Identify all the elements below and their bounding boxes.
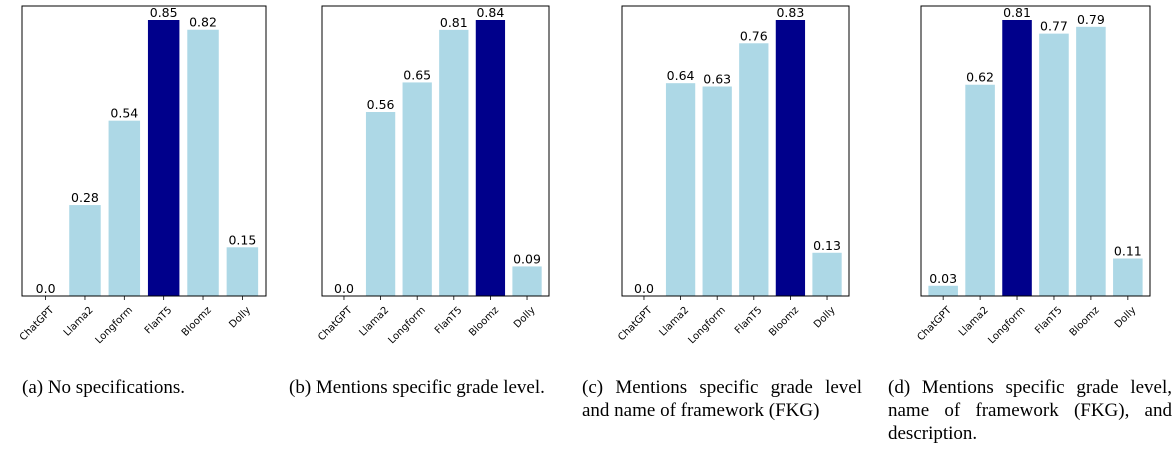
value-label-dolly: 0.11 — [1114, 244, 1142, 259]
bar-bloomz — [775, 20, 806, 296]
value-label-llama2: 0.56 — [367, 97, 395, 112]
bar-llama2 — [665, 83, 696, 297]
x-tick-label-longform: Longform — [686, 305, 727, 346]
caption-d: (d) Mentions specific grade level, name … — [888, 377, 1172, 444]
caption-c: (c) Mentions specific grade level and na… — [582, 377, 862, 421]
x-tick-label-longform: Longform — [386, 305, 427, 346]
x-tick-label-llama2: Llama2 — [62, 305, 96, 339]
bar-dolly — [1113, 258, 1143, 296]
value-label-flant5: 0.85 — [150, 5, 178, 20]
bar-dolly — [812, 252, 842, 296]
chart-c: 0.0 ChatGPT 0.64 Llama2 0.63 Longform 0.76 Flan… — [616, 5, 850, 346]
x-tick-label-bloomz: Bloomz — [767, 305, 801, 339]
bar-longform — [702, 86, 732, 296]
value-label-dolly: 0.13 — [813, 238, 841, 253]
x-tick-label-bloomz: Bloomz — [467, 305, 501, 339]
x-tick-label-flant5: FlanT5 — [733, 305, 764, 336]
value-label-flant5: 0.76 — [740, 28, 768, 43]
x-tick-label-dolly: Dolly — [1113, 305, 1139, 331]
x-tick-label-longform: Longform — [94, 305, 135, 346]
value-label-llama2: 0.28 — [71, 190, 99, 205]
value-label-chatgpt: 0.03 — [929, 271, 957, 286]
plot-frame — [321, 5, 550, 297]
x-tick-label-llama2: Llama2 — [357, 305, 391, 339]
value-label-longform: 0.65 — [403, 67, 431, 82]
x-tick-label-chatgpt: ChatGPT — [915, 304, 954, 343]
value-label-chatgpt: 0.0 — [36, 281, 56, 296]
bar-llama2 — [69, 205, 101, 296]
x-tick-label-chatgpt: ChatGPT — [616, 304, 655, 343]
bar-bloomz — [475, 20, 506, 296]
x-tick-label-bloomz: Bloomz — [1068, 305, 1102, 339]
value-label-flant5: 0.81 — [440, 15, 468, 30]
x-tick-label-bloomz: Bloomz — [180, 305, 214, 339]
bar-flant5 — [739, 43, 769, 296]
caption-b: (b) Mentions specific grade level. — [289, 377, 545, 398]
bar-flant5 — [439, 29, 469, 297]
plot-frame — [21, 5, 267, 297]
value-label-dolly: 0.15 — [228, 232, 256, 247]
bar-dolly — [226, 247, 259, 296]
x-tick-label-llama2: Llama2 — [957, 305, 991, 339]
value-label-bloomz: 0.83 — [776, 5, 804, 20]
plot-frame — [621, 5, 850, 297]
chart-d: 0.03 ChatGPT 0.62 Llama2 0.81 Longform 0.77 Fla… — [915, 5, 1151, 346]
x-tick-label-chatgpt: ChatGPT — [316, 304, 355, 343]
bar-chatgpt — [928, 285, 958, 296]
x-tick-label-longform: Longform — [986, 305, 1027, 346]
value-label-llama2: 0.62 — [966, 70, 994, 85]
value-label-chatgpt: 0.0 — [634, 281, 654, 296]
x-tick-label-flant5: FlanT5 — [143, 305, 174, 336]
x-tick-label-llama2: Llama2 — [657, 305, 691, 339]
plot-frame — [920, 5, 1151, 297]
x-tick-label-dolly: Dolly — [227, 305, 253, 331]
value-label-bloomz: 0.84 — [476, 5, 504, 20]
x-tick-label-flant5: FlanT5 — [1033, 305, 1064, 336]
caption-a: (a) No specifications. — [22, 377, 186, 398]
chart-b: 0.0 ChatGPT 0.56 Llama2 0.65 Longform 0.81 Flan… — [316, 5, 550, 346]
value-label-bloomz: 0.82 — [189, 15, 217, 30]
value-label-llama2: 0.64 — [667, 68, 695, 83]
value-label-longform: 0.81 — [1003, 5, 1031, 20]
x-tick-label-flant5: FlanT5 — [433, 305, 464, 336]
value-label-flant5: 0.77 — [1040, 19, 1068, 34]
bar-flant5 — [1039, 33, 1069, 296]
value-label-longform: 0.54 — [110, 106, 138, 121]
bar-flant5 — [147, 20, 180, 296]
value-label-dolly: 0.09 — [513, 251, 541, 266]
value-label-chatgpt: 0.0 — [334, 281, 354, 296]
bar-bloomz — [187, 29, 219, 297]
x-tick-label-dolly: Dolly — [812, 305, 838, 331]
bar-longform — [402, 82, 432, 297]
bar-llama2 — [965, 84, 995, 297]
x-tick-label-dolly: Dolly — [512, 305, 538, 331]
x-tick-label-chatgpt: ChatGPT — [18, 304, 57, 343]
bar-llama2 — [365, 112, 396, 296]
bar-longform — [108, 120, 141, 296]
chart-a: 0.0 ChatGPT 0.28 Llama2 0.54 Longform 0.85 Flan… — [18, 5, 267, 346]
bar-bloomz — [1076, 26, 1106, 297]
bar-longform — [1002, 20, 1032, 296]
value-label-longform: 0.63 — [703, 72, 731, 87]
bar-dolly — [512, 266, 542, 296]
value-label-bloomz: 0.79 — [1077, 12, 1105, 27]
